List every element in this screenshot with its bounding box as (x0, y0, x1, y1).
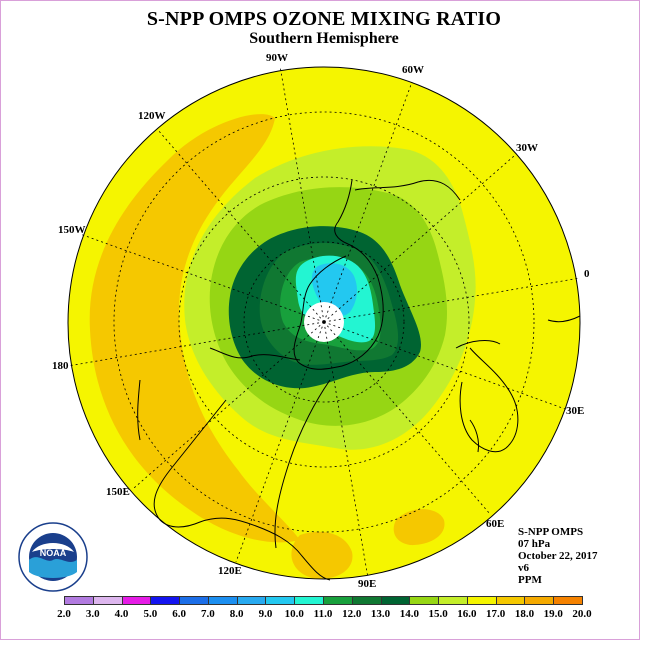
colorbar-tick-label: 18.0 (514, 608, 535, 620)
noaa-logo-text: NOAA (40, 548, 67, 558)
colorbar-swatch (179, 596, 209, 605)
lon-label-150e: 150E (106, 486, 130, 498)
ozone-band-16-east (393, 509, 445, 546)
colorbar-tick-label: 12.0 (342, 608, 362, 620)
info-level: 07 hPa (518, 538, 551, 550)
colorbar-swatch (409, 596, 440, 605)
colorbar-swatch (495, 596, 526, 605)
colorbar-tick-label: 16.0 (457, 608, 477, 620)
lon-label-180: 180 (52, 360, 69, 372)
colorbar-swatch (121, 596, 152, 605)
colorbar-swatch (438, 596, 468, 605)
colorbar-swatch (351, 596, 382, 605)
lon-label-120e: 120E (218, 565, 242, 577)
image-frame (0, 0, 640, 640)
colorbar-tick-label: 7.0 (201, 608, 215, 620)
colorbar-tick-label: 2.0 (57, 608, 71, 620)
colorbar-swatch (207, 596, 238, 605)
colorbar-tick-label: 10.0 (284, 608, 304, 620)
colorbar-tick-label: 15.0 (428, 608, 448, 620)
colorbar-tick-label: 8.0 (229, 608, 244, 620)
ozone-band-16-south (291, 531, 353, 579)
colorbar-swatch (466, 596, 497, 605)
lon-label-150w: 150W (58, 224, 86, 236)
map-boundary (67, 66, 581, 580)
lon-label-90e: 90E (358, 578, 377, 590)
colorbar-tick-label: 3.0 (85, 608, 100, 620)
colorbar-tick-label: 20.0 (572, 608, 592, 620)
colorbar-tick-label: 4.0 (114, 608, 129, 620)
map-subtitle: Southern Hemisphere (249, 30, 399, 47)
colorbar-tick-label: 5.0 (143, 608, 158, 620)
colorbar-tick-label: 14.0 (399, 608, 419, 620)
colorbar-swatch (92, 596, 123, 605)
colorbar-swatch (294, 596, 324, 605)
ozone-band-16 (89, 114, 300, 543)
colorbar-swatch (150, 596, 181, 605)
colorbar-tick-label: 19.0 (543, 608, 563, 620)
info-version: v6 (518, 562, 529, 574)
lon-label-60e: 60E (486, 518, 505, 530)
colorbar-tick-label: 9.0 (258, 608, 273, 620)
colorbar-tick-label: 17.0 (486, 608, 506, 620)
colorbar-swatch (265, 596, 296, 605)
colorbar-swatch (553, 596, 583, 605)
lon-label-30e: 30E (566, 405, 585, 417)
noaa-logo: NOAA (18, 522, 88, 592)
info-instrument: S-NPP OMPS (518, 526, 584, 538)
colorbar-swatch (380, 596, 411, 605)
colorbar-swatch (323, 596, 353, 605)
lon-label-30w: 30W (516, 142, 538, 154)
graticule (67, 65, 581, 579)
lon-label-90w: 90W (266, 52, 288, 64)
lon-label-120w: 120W (138, 110, 166, 122)
info-date: October 22, 2017 (518, 550, 598, 562)
colorbar-tick-label: 6.0 (172, 608, 186, 620)
lon-label-60w: 60W (402, 64, 424, 76)
colorbar-swatch (64, 596, 94, 605)
colorbar-tick-label: 11.0 (313, 608, 333, 620)
colorbar-swatch (236, 596, 267, 605)
map-title: S-NPP OMPS OZONE MIXING RATIO (146, 8, 502, 30)
colorbar-swatch (524, 596, 555, 605)
colorbar-tick-label: 13.0 (370, 608, 391, 620)
lon-label-0: 0 (584, 268, 590, 280)
info-units: PPM (518, 574, 542, 586)
